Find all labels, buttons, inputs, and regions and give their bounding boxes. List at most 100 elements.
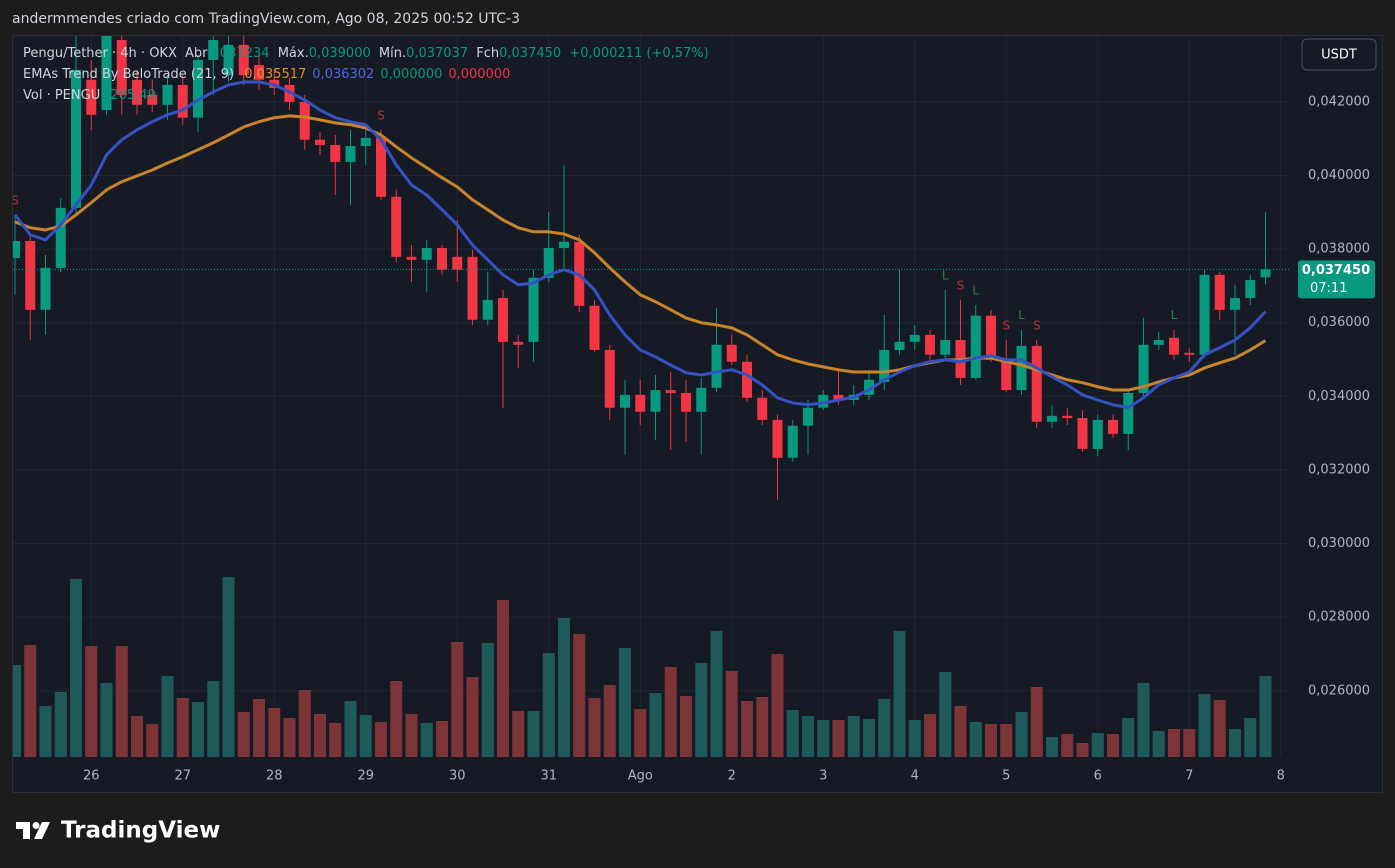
volume-bar — [1000, 724, 1013, 757]
candle-body — [742, 361, 752, 398]
candle-body — [833, 394, 844, 400]
candle-body — [437, 247, 447, 270]
legend-indicator: EMAs Trend By BeloTrade (21, 9) — [23, 67, 234, 82]
footer-logo: TradingView — [16, 818, 220, 844]
candle-body — [467, 256, 478, 320]
candle-body — [376, 137, 386, 197]
candle-body — [940, 340, 951, 355]
candle-body — [1108, 419, 1118, 434]
x-tick-label: 4 — [911, 769, 919, 784]
volume-bar — [375, 722, 387, 757]
ema-line — [13, 80, 1267, 410]
candle-body — [25, 241, 36, 310]
candle-body — [55, 207, 66, 268]
legend-indicator-value: 0,000000 — [448, 67, 510, 82]
volume-bar — [24, 645, 37, 757]
candle-body — [238, 44, 249, 76]
legend-close-label: Fch — [476, 46, 499, 61]
volume-bar — [725, 671, 738, 757]
legend-change: +0,000211 (+0,57%) — [569, 46, 708, 61]
volume-bar — [1122, 718, 1135, 757]
candle-body — [711, 344, 722, 388]
volume-bar — [1198, 694, 1211, 757]
x-tick-label: 5 — [1002, 769, 1010, 784]
volume-bar — [954, 706, 967, 757]
volume-bar — [1244, 718, 1257, 757]
volume-bar — [359, 715, 372, 757]
volume-bar — [603, 685, 616, 757]
volume-bar — [283, 718, 296, 757]
candle-body — [1123, 393, 1134, 434]
candle-body — [1245, 280, 1256, 299]
candle-body — [818, 394, 829, 408]
y-tick-label: 0,030000 — [1308, 536, 1370, 551]
candle-body — [71, 69, 81, 208]
volume-bar — [741, 701, 753, 757]
candle-body — [1199, 274, 1210, 355]
last-price-box — [1298, 260, 1375, 299]
volume-bar — [405, 714, 418, 757]
candle-body — [345, 146, 356, 162]
signal-marker: S — [957, 278, 965, 292]
x-tick-label: Ago — [628, 769, 653, 784]
volume-bar — [1091, 733, 1104, 757]
volume-bar — [649, 693, 662, 757]
ema-line — [14, 114, 1267, 392]
volume-bar — [1061, 734, 1074, 757]
candle-body — [1214, 274, 1225, 310]
volume-bar — [863, 719, 875, 757]
currency-button-label[interactable]: USDT — [1321, 48, 1357, 63]
volume-bar — [710, 631, 723, 757]
candle-body — [101, 36, 112, 110]
candle-body — [162, 84, 173, 105]
x-tick-label: 30 — [449, 769, 466, 784]
candle-body — [925, 334, 935, 355]
volume-bar — [542, 653, 555, 757]
volume-bar — [680, 696, 692, 757]
legend-high: 0,039000 — [309, 46, 371, 61]
candle-body — [132, 79, 142, 105]
candle-body — [299, 101, 310, 140]
legend-indicator-value: 0,036302 — [312, 67, 374, 82]
volume-bar — [878, 699, 891, 757]
last-price-label: 0,037450 — [1302, 263, 1370, 278]
currency-button[interactable] — [1301, 38, 1377, 71]
logo-mark — [34, 822, 50, 839]
signal-marker: L — [1018, 308, 1025, 322]
legend-high-label: Máx. — [278, 46, 309, 61]
volume-bar — [1183, 729, 1196, 757]
y-tick-label: 0,036000 — [1308, 315, 1370, 330]
y-tick-label: 0,038000 — [1308, 242, 1370, 257]
legend-volume-value: 205,49 — [110, 88, 156, 103]
volume-bar — [451, 642, 464, 757]
candle-body — [1016, 345, 1027, 391]
legend-volume-label: Vol · PENGU — [23, 88, 100, 103]
candle-body — [1153, 340, 1164, 345]
signal-marker: L — [942, 268, 949, 282]
candle-body — [193, 59, 203, 118]
volume-bar — [390, 681, 403, 757]
candle-body — [787, 425, 798, 458]
legend-low-label: Mín. — [379, 46, 406, 61]
candle-body — [1001, 359, 1012, 391]
header-text: andermmendes criado com TradingView.com,… — [12, 11, 520, 27]
volume-bar — [1259, 676, 1272, 757]
logo-mark — [16, 822, 30, 839]
candle-body — [986, 315, 996, 360]
legend-open-label: Abr — [185, 46, 208, 61]
candle-body — [452, 256, 463, 270]
candle-body — [40, 267, 51, 310]
candle-body — [177, 84, 188, 118]
x-tick-label: 6 — [1094, 769, 1102, 784]
x-tick-label: 27 — [174, 769, 191, 784]
y-tick-label: 0,040000 — [1308, 168, 1370, 183]
candle-body — [894, 341, 905, 350]
grid — [13, 36, 1290, 757]
candle-body — [1047, 415, 1057, 422]
axes: 0,026000 0,028000 0,030000 0,032000 0,034000… — [83, 94, 1375, 784]
signal-marker: S — [377, 108, 385, 122]
legend-low: 0,037037 — [406, 46, 468, 61]
candle-body — [559, 241, 569, 248]
volume-bar — [481, 643, 494, 757]
